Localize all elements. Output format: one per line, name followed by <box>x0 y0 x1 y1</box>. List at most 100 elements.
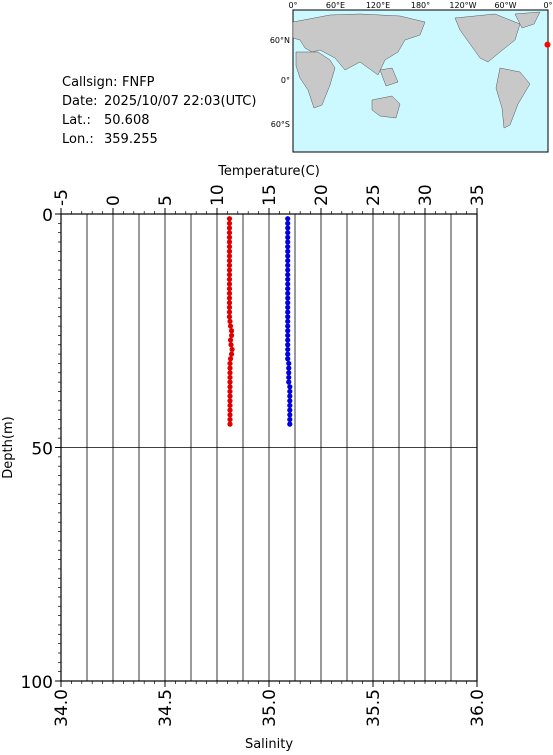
y-tick-label: 100 <box>21 673 53 693</box>
data-point <box>226 314 233 320</box>
map <box>292 9 549 153</box>
data-point <box>226 286 233 292</box>
top-tick-label: 25 <box>364 184 384 206</box>
data-point <box>226 281 233 287</box>
data-point <box>285 300 291 306</box>
data-point <box>226 216 233 222</box>
data-point <box>227 370 233 376</box>
data-point <box>227 412 233 418</box>
info-label: Callsign: <box>62 75 118 90</box>
data-point <box>226 258 233 264</box>
data-point <box>287 402 293 409</box>
data-point <box>226 230 233 236</box>
y-tick-label: 0 <box>42 206 53 226</box>
info-label: Lat.: <box>62 113 91 128</box>
data-point <box>285 337 291 343</box>
data-point <box>226 304 233 310</box>
data-point <box>285 234 291 240</box>
data-point <box>285 351 291 357</box>
data-point <box>226 262 233 268</box>
map-lon-label: 60°E <box>326 1 345 10</box>
info-label: Date: <box>62 94 97 109</box>
data-point <box>227 374 233 381</box>
data-point <box>285 309 291 315</box>
map-lon-label: 120°E <box>366 1 390 10</box>
bottom-tick-label: 34.5 <box>156 689 176 727</box>
data-point <box>285 216 291 222</box>
data-point <box>285 225 291 231</box>
data-point <box>285 248 291 254</box>
data-point <box>285 258 291 264</box>
plot-frame <box>60 213 478 682</box>
data-point <box>285 295 291 301</box>
data-point <box>287 398 293 404</box>
data-point <box>286 365 292 371</box>
data-point <box>287 393 293 399</box>
data-point <box>285 286 291 292</box>
data-point <box>285 272 291 278</box>
y-axis-label: Depth(m) <box>1 416 16 478</box>
data-point <box>285 239 291 245</box>
bottom-tick-label: 36.0 <box>468 689 488 727</box>
data-point <box>226 225 233 231</box>
data-point <box>227 356 234 362</box>
data-point <box>227 318 233 325</box>
data-point <box>227 398 233 404</box>
data-point <box>286 370 292 376</box>
data-point <box>226 248 233 254</box>
data-point <box>285 323 291 329</box>
data-point <box>285 290 291 296</box>
data-point <box>227 365 233 371</box>
data-point <box>287 416 293 423</box>
data-point <box>285 318 291 325</box>
data-point <box>226 244 233 250</box>
top-axis-label: Temperature(C) <box>217 164 320 179</box>
map-lon-label: 0° <box>543 1 552 10</box>
data-point <box>286 374 292 381</box>
data-point <box>227 388 233 395</box>
map-lat-label: 60°N <box>270 36 290 45</box>
info-label: Lon.: <box>62 132 94 147</box>
data-point <box>285 281 291 287</box>
data-point <box>285 346 291 353</box>
data-point <box>285 314 291 320</box>
data-point <box>285 220 291 226</box>
data-point <box>226 267 233 273</box>
data-point <box>228 328 235 334</box>
info-value: FNFP <box>122 75 155 90</box>
map-land <box>292 11 541 129</box>
data-point <box>227 384 233 390</box>
data-point <box>227 407 233 413</box>
data-point <box>287 384 293 390</box>
data-point <box>226 239 233 245</box>
bottom-tick-label: 34.0 <box>52 689 72 727</box>
data-point <box>285 356 291 362</box>
data-point <box>226 309 233 315</box>
data-point <box>287 412 293 418</box>
data-point <box>226 253 233 259</box>
data-point <box>226 272 233 278</box>
data-point <box>227 393 233 399</box>
bottom-tick-label: 35.0 <box>260 689 280 727</box>
top-tick-label: 15 <box>260 184 280 206</box>
data-point <box>226 276 233 282</box>
data-point <box>285 342 291 348</box>
data-point <box>285 230 291 236</box>
data-point <box>228 351 235 357</box>
data-point <box>285 276 291 282</box>
y-tick-label: 50 <box>31 440 53 460</box>
map-marker <box>544 41 551 48</box>
data-point <box>287 407 293 413</box>
data-point <box>227 337 234 343</box>
data-point <box>285 262 291 268</box>
data-point <box>227 416 233 423</box>
data-point <box>286 360 292 367</box>
data-point <box>285 328 291 334</box>
data-point <box>226 300 233 306</box>
top-tick-label: 30 <box>416 184 436 206</box>
top-tick-label: 20 <box>312 184 332 206</box>
data-point <box>227 421 233 427</box>
top-tick-label: -5 <box>52 189 72 206</box>
data-point <box>287 421 293 427</box>
